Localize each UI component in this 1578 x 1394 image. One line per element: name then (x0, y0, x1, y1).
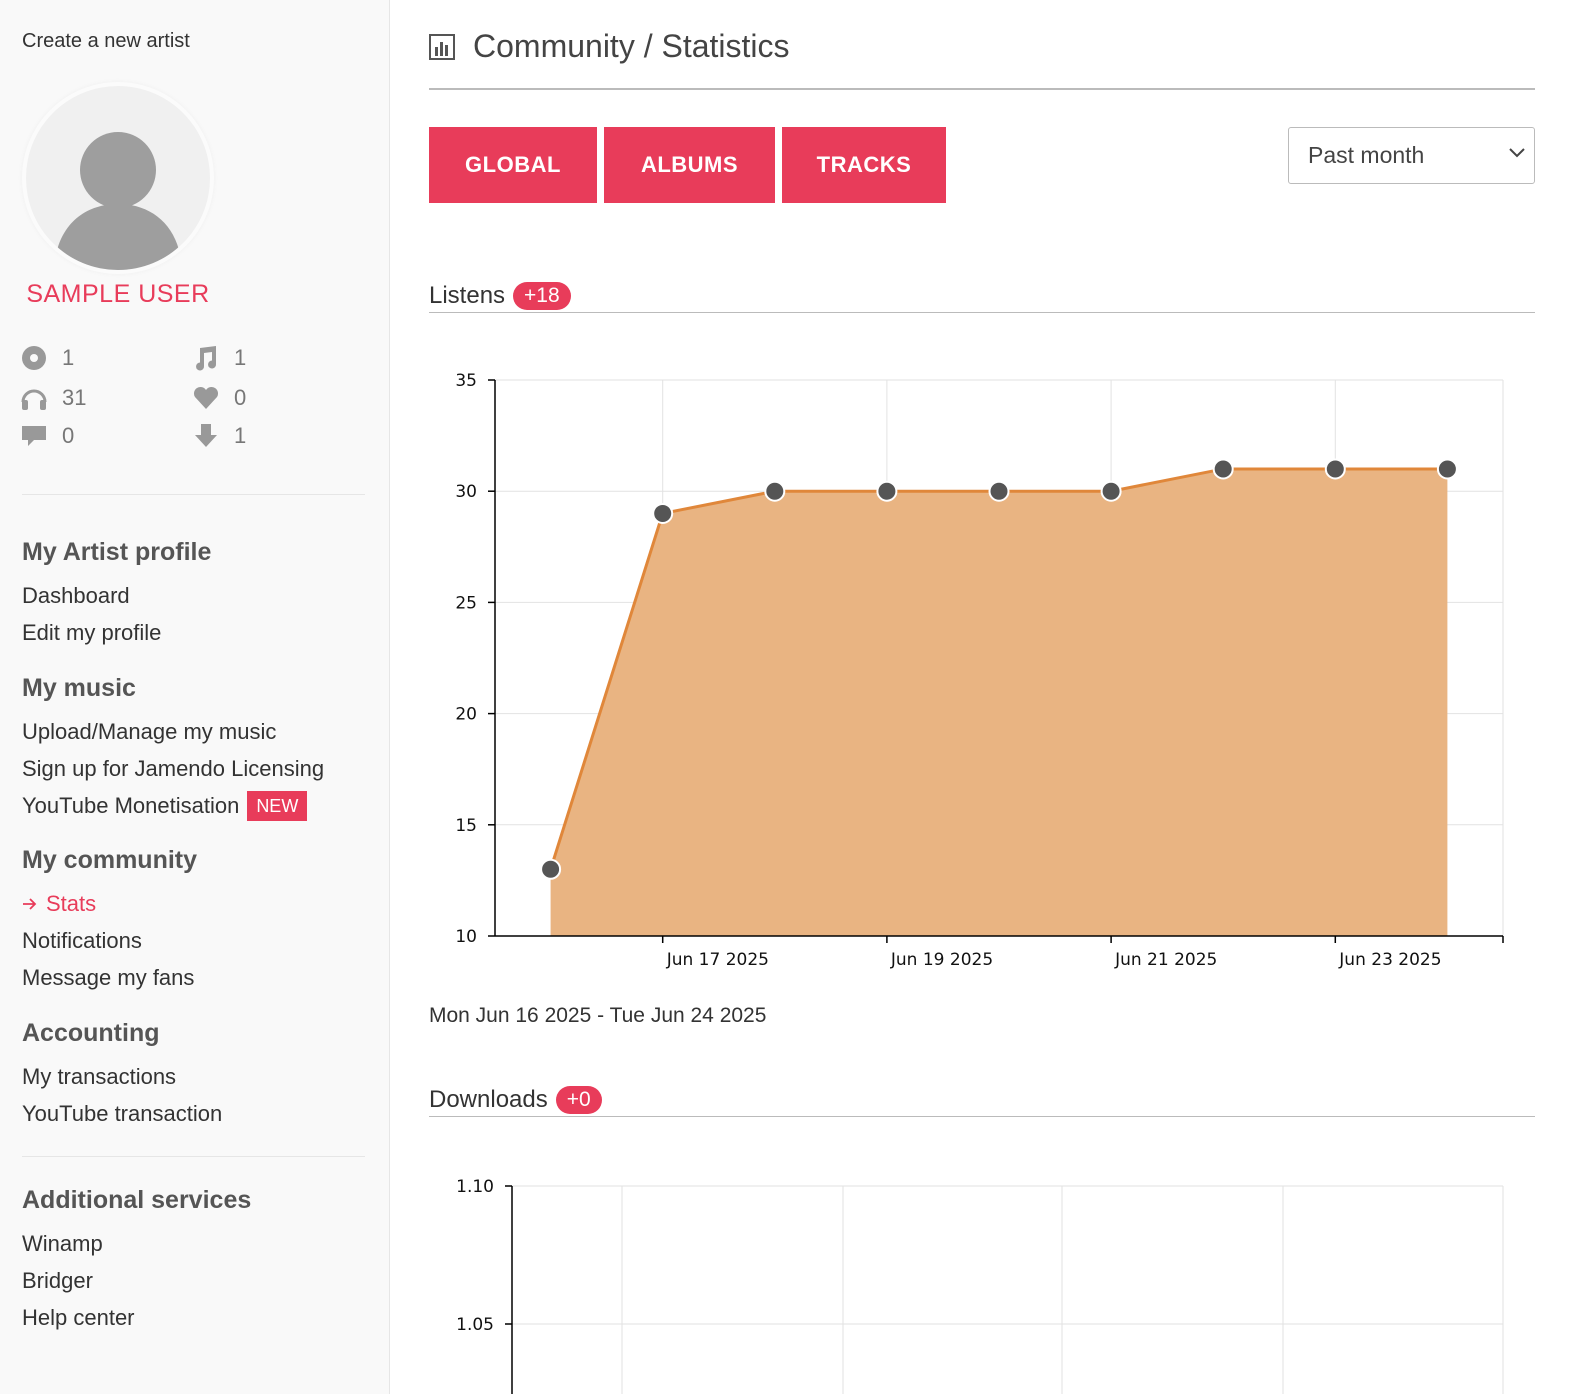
nav-item-dashboard[interactable]: Dashboard (22, 583, 130, 608)
nav-item-label: Stats (46, 891, 97, 916)
data-point (764, 480, 786, 502)
avatar (26, 86, 210, 270)
nav-item-youtube-transaction[interactable]: YouTube transaction (22, 1101, 223, 1126)
y-tick-label: 1.05 (456, 1315, 494, 1335)
nav-item-label: YouTube Monetisation (22, 793, 240, 818)
period-select-value: Past month (1308, 142, 1425, 168)
stat-downloads: 1 (192, 422, 246, 450)
title-divider (429, 88, 1535, 90)
nav-heading: My music (22, 674, 136, 702)
disc-icon (22, 346, 46, 370)
nav-heading: Additional services (22, 1186, 252, 1214)
stat-tracks-value: 1 (234, 345, 247, 370)
listens-date-range: Mon Jun 16 2025 - Tue Jun 24 2025 (429, 1004, 767, 1027)
arrow-right-icon (23, 897, 37, 910)
nav-item-message-fans[interactable]: Message my fans (22, 965, 195, 990)
nav-item-my-transactions[interactable]: My transactions (22, 1064, 177, 1089)
stat-favorites: 0 (192, 384, 246, 412)
nav-item-stats[interactable]: Stats (22, 885, 197, 922)
data-point (1324, 458, 1346, 480)
listens-count-badge: +18 (513, 282, 571, 310)
nav-section-artist-profile: My Artist profile Dashboard Edit my prof… (22, 538, 211, 651)
x-tick-label: Jun 17 2025 (666, 950, 769, 970)
comment-icon (22, 426, 46, 446)
stat-comments-value: 0 (62, 423, 75, 448)
nav-item-edit-profile[interactable]: Edit my profile (22, 620, 162, 645)
data-point (876, 480, 898, 502)
headphones-icon (21, 389, 47, 410)
downloads-chart: 1.05 1.10 (456, 1177, 1504, 1394)
data-point (652, 502, 674, 524)
data-point (1212, 458, 1234, 480)
x-tick-label: Jun 23 2025 (1338, 950, 1441, 970)
downloads-label: Downloads (429, 1086, 548, 1113)
nav-heading: My Artist profile (22, 538, 212, 566)
nav-section-my-music: My music Upload/Manage my music Sign up … (22, 674, 324, 824)
nav-section-accounting: Accounting My transactions YouTube trans… (22, 1019, 222, 1132)
y-tick-label: 25 (455, 593, 477, 613)
downloads-count-badge: +0 (555, 1086, 602, 1114)
data-point (1436, 458, 1458, 480)
listens-header: Listens +18 (429, 282, 1535, 313)
series-area-listens (550, 468, 1448, 936)
sidebar: Create a new artist SAMPLE USER 1 1 31 0… (0, 0, 390, 1394)
x-tick-label: Jun 19 2025 (890, 950, 993, 970)
stat-listens: 31 (20, 384, 86, 412)
nav-item-bridger[interactable]: Bridger (22, 1268, 93, 1293)
nav-section-my-community: My community Stats Notifications Message… (22, 846, 197, 996)
y-tick-label: 10 (455, 927, 477, 947)
y-tick-label: 30 (455, 482, 477, 502)
stat-tracks: 1 (192, 344, 246, 372)
tab-albums[interactable]: ALBUMS (604, 127, 775, 203)
data-point (540, 858, 562, 880)
x-tick-label: Jun 21 2025 (1114, 950, 1217, 970)
listens-label: Listens (429, 282, 506, 309)
stat-albums: 1 (20, 344, 74, 372)
nav-item-notifications[interactable]: Notifications (22, 928, 142, 953)
y-tick-label: 35 (455, 371, 477, 391)
listens-chart: 10 15 20 25 30 35 Jun 17 2025 Jun 19 2025 Jun 21… (455, 371, 1504, 970)
stat-albums-value: 1 (62, 345, 75, 370)
bar-chart-icon (429, 33, 455, 60)
page-title-text: Community / Statistics (473, 28, 790, 64)
y-tick-label: 20 (455, 705, 477, 725)
period-select[interactable]: Past month (1288, 127, 1535, 184)
page-title: Community / Statistics (429, 28, 790, 65)
stats-tabs: GLOBAL ALBUMS TRACKS (429, 127, 946, 203)
nav-item-help-center[interactable]: Help center (22, 1305, 135, 1330)
heart-icon (193, 386, 219, 409)
nav-item-jamendo-licensing[interactable]: Sign up for Jamendo Licensing (22, 756, 325, 781)
y-tick-label: 15 (455, 816, 477, 836)
username[interactable]: SAMPLE USER (26, 280, 210, 308)
music-note-icon (196, 346, 217, 371)
download-arrow-icon (195, 424, 217, 447)
stat-listens-value: 31 (62, 385, 87, 410)
tab-global[interactable]: GLOBAL (429, 127, 597, 203)
user-silhouette-icon (54, 132, 182, 270)
stat-comments: 0 (20, 422, 74, 450)
nav-section-additional-services: Additional services Winamp Bridger Help … (22, 1186, 251, 1336)
sidebar-divider (22, 1156, 365, 1157)
nav-item-upload-music[interactable]: Upload/Manage my music (22, 719, 277, 744)
nav-item-youtube-monetisation[interactable]: YouTube Monetisation NEW (22, 787, 324, 824)
downloads-header: Downloads +0 (429, 1086, 1535, 1117)
stat-downloads-value: 1 (234, 423, 247, 448)
new-badge: NEW (247, 790, 308, 821)
data-point (1100, 480, 1122, 502)
chevron-down-icon (1509, 148, 1525, 158)
nav-heading: Accounting (22, 1019, 160, 1047)
sidebar-divider (22, 494, 365, 495)
tab-tracks[interactable]: TRACKS (782, 127, 946, 203)
y-tick-label: 1.10 (456, 1177, 494, 1197)
nav-item-winamp[interactable]: Winamp (22, 1231, 103, 1256)
create-artist-link[interactable]: Create a new artist (22, 30, 190, 52)
data-point (988, 480, 1010, 502)
nav-heading: My community (22, 846, 198, 874)
stat-favorites-value: 0 (234, 385, 247, 410)
